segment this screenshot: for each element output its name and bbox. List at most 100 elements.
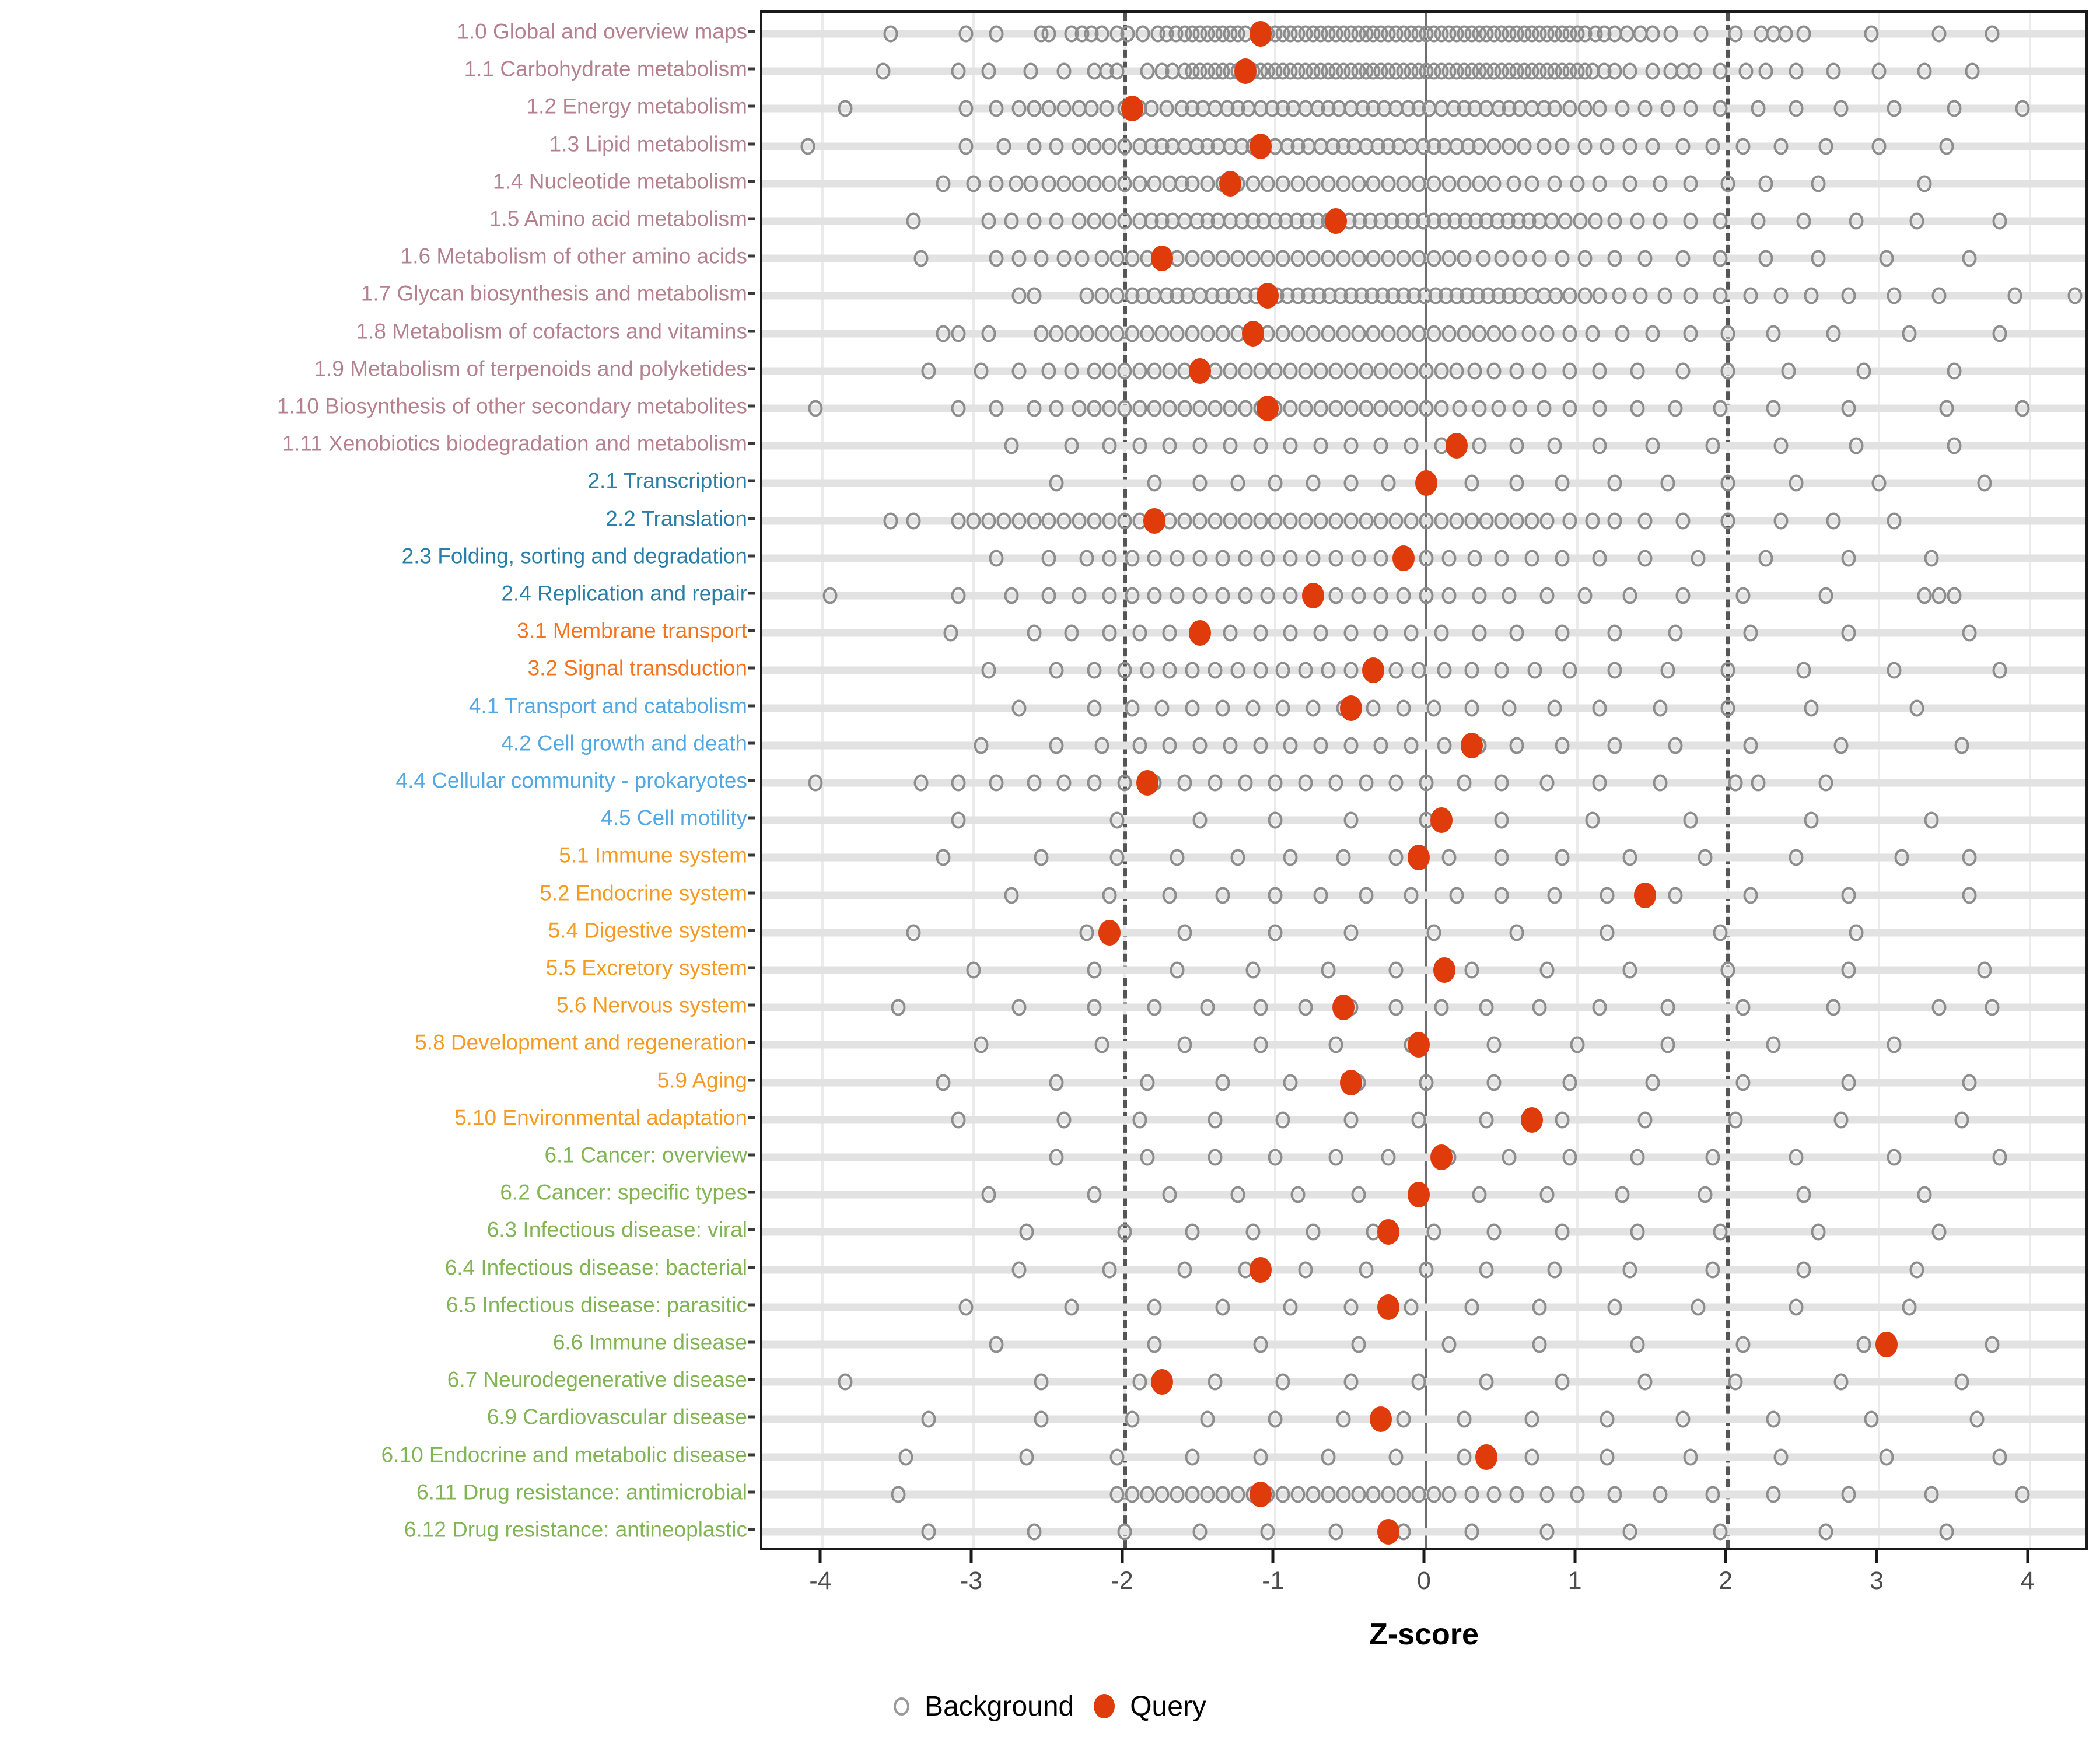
background-point xyxy=(1457,175,1472,192)
query-point[interactable] xyxy=(1256,396,1279,421)
background-point xyxy=(974,362,989,380)
query-point[interactable] xyxy=(1324,208,1347,234)
query-point[interactable] xyxy=(1521,1107,1544,1133)
query-point[interactable] xyxy=(1377,1294,1400,1320)
background-point xyxy=(1735,1336,1751,1353)
background-point xyxy=(1735,999,1751,1016)
background-point xyxy=(1841,400,1856,417)
query-point[interactable] xyxy=(1377,1519,1400,1545)
background-point xyxy=(1359,774,1374,792)
query-point[interactable] xyxy=(1445,433,1468,459)
background-point xyxy=(1359,512,1374,530)
x-axis-tick--2 xyxy=(1121,1550,1124,1563)
x-axis-tick-label: -3 xyxy=(960,1567,983,1595)
query-point[interactable] xyxy=(1136,770,1158,796)
background-point xyxy=(1562,362,1577,380)
query-point[interactable] xyxy=(1415,470,1437,496)
query-point[interactable] xyxy=(1460,732,1483,758)
query-point[interactable] xyxy=(1634,882,1657,908)
background-point xyxy=(1388,512,1404,530)
query-point[interactable] xyxy=(1189,358,1212,384)
background-point xyxy=(1396,1410,1411,1428)
background-point xyxy=(1705,1486,1720,1503)
query-point[interactable] xyxy=(1408,845,1430,871)
background-point xyxy=(1404,362,1419,380)
background-point xyxy=(1555,250,1570,267)
background-point xyxy=(1125,587,1140,604)
query-point[interactable] xyxy=(1433,957,1456,983)
query-point[interactable] xyxy=(1143,508,1166,534)
query-point[interactable] xyxy=(1377,1219,1400,1245)
background-point xyxy=(2007,287,2022,304)
background-point xyxy=(958,138,974,155)
background-point xyxy=(1079,550,1094,567)
background-point xyxy=(1087,400,1102,417)
background-point xyxy=(1260,1523,1275,1541)
background-point xyxy=(1592,400,1607,417)
background-point xyxy=(1558,212,1573,230)
query-point[interactable] xyxy=(1256,283,1279,309)
query-point[interactable] xyxy=(1151,246,1174,272)
background-point xyxy=(1524,175,1539,192)
query-point[interactable] xyxy=(1408,1032,1430,1058)
background-point xyxy=(1512,400,1527,417)
background-point xyxy=(1125,1486,1140,1503)
background-point xyxy=(1720,662,1735,679)
background-point xyxy=(1804,287,1819,304)
background-point xyxy=(1200,999,1215,1016)
background-point xyxy=(981,662,996,679)
background-point xyxy=(1102,138,1117,155)
background-point xyxy=(1607,624,1622,642)
query-point[interactable] xyxy=(1408,1182,1430,1208)
query-point[interactable] xyxy=(1339,695,1362,721)
query-point[interactable] xyxy=(1121,96,1143,122)
x-axis-tick-3 xyxy=(1875,1550,1878,1563)
background-point xyxy=(1313,512,1328,530)
background-point xyxy=(1388,774,1404,792)
query-point[interactable] xyxy=(1339,1069,1362,1096)
y-axis-label: 1.3 Lipid metabolism xyxy=(549,132,747,156)
background-point xyxy=(1419,550,1434,567)
x-axis-tick-2 xyxy=(1724,1550,1727,1563)
background-point xyxy=(1223,624,1238,642)
query-point[interactable] xyxy=(1151,1369,1174,1395)
x-axis-tick--4 xyxy=(818,1550,822,1563)
background-point xyxy=(1479,999,1494,1016)
row-band xyxy=(762,629,2085,637)
query-point[interactable] xyxy=(1241,320,1264,346)
query-point[interactable] xyxy=(1332,995,1354,1021)
background-point xyxy=(1532,1298,1547,1316)
query-point[interactable] xyxy=(1302,583,1325,608)
background-point xyxy=(1245,1223,1261,1241)
background-point xyxy=(1162,737,1177,754)
background-point xyxy=(1547,437,1562,454)
query-point[interactable] xyxy=(1362,657,1385,684)
query-point[interactable] xyxy=(1234,58,1256,85)
query-point[interactable] xyxy=(1249,133,1272,159)
background-point xyxy=(1298,1261,1313,1279)
query-point[interactable] xyxy=(1189,620,1212,646)
x-axis-title: Z-score xyxy=(1369,1618,1479,1651)
background-point xyxy=(1486,1074,1502,1091)
query-point[interactable] xyxy=(1249,1481,1272,1507)
query-point[interactable] xyxy=(1098,919,1121,946)
query-point[interactable] xyxy=(1475,1444,1498,1470)
query-point[interactable] xyxy=(1249,21,1272,47)
background-point xyxy=(1464,1298,1479,1316)
background-point xyxy=(1419,1261,1434,1279)
query-point[interactable] xyxy=(1430,1144,1452,1170)
query-point[interactable] xyxy=(1219,170,1241,197)
background-point xyxy=(1479,1111,1494,1129)
query-point[interactable] xyxy=(1370,1406,1392,1433)
background-point xyxy=(1668,887,1683,904)
background-point xyxy=(1494,774,1509,792)
query-point[interactable] xyxy=(1392,545,1415,571)
background-point xyxy=(1290,175,1306,192)
background-point xyxy=(981,512,996,530)
query-point[interactable] xyxy=(1249,1256,1272,1283)
background-point xyxy=(1336,250,1351,267)
background-point xyxy=(1441,1336,1457,1353)
query-point[interactable] xyxy=(1875,1332,1898,1357)
query-point[interactable] xyxy=(1430,807,1452,834)
plot-panel xyxy=(760,10,2088,1550)
